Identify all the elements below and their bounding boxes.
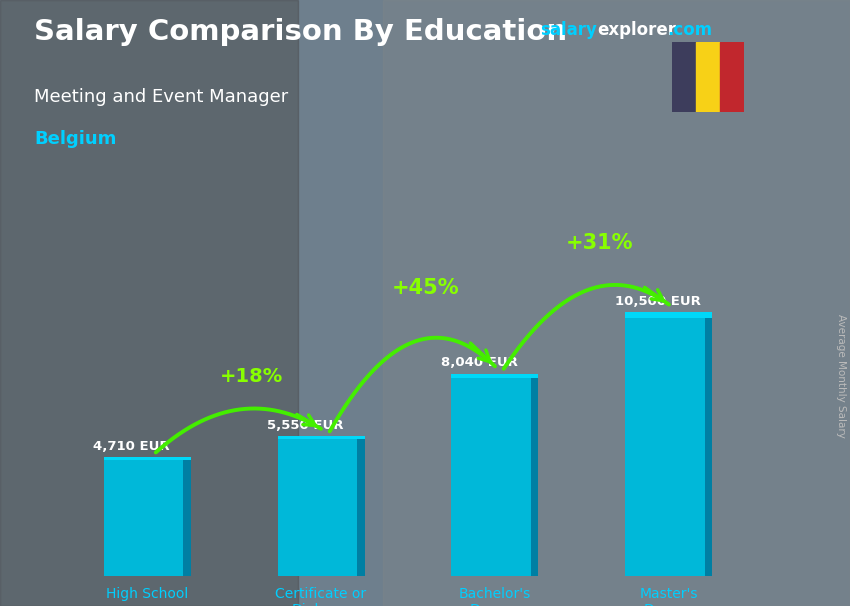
Bar: [104, 458, 190, 460]
Text: explorer: explorer: [598, 21, 677, 39]
Bar: [626, 312, 712, 318]
Bar: [451, 374, 538, 378]
Text: 8,040 EUR: 8,040 EUR: [441, 356, 518, 369]
Text: +45%: +45%: [392, 278, 459, 298]
Text: 5,550 EUR: 5,550 EUR: [267, 419, 343, 432]
Bar: [104, 458, 190, 576]
Bar: [530, 374, 538, 576]
Bar: [451, 374, 538, 576]
Bar: [672, 42, 695, 112]
Text: +31%: +31%: [566, 233, 633, 253]
Bar: [695, 42, 720, 112]
Text: Average Monthly Salary: Average Monthly Salary: [836, 314, 846, 438]
Text: Belgium: Belgium: [34, 130, 116, 148]
Bar: [357, 436, 365, 576]
Text: Meeting and Event Manager: Meeting and Event Manager: [34, 88, 288, 106]
Text: salary: salary: [540, 21, 597, 39]
Text: .com: .com: [667, 21, 712, 39]
Text: 10,500 EUR: 10,500 EUR: [615, 295, 701, 308]
Text: 4,710 EUR: 4,710 EUR: [94, 440, 170, 453]
Bar: [278, 436, 365, 439]
Text: +18%: +18%: [220, 367, 283, 386]
Bar: [705, 312, 712, 576]
Bar: [183, 458, 190, 576]
Bar: [626, 312, 712, 576]
Bar: [278, 436, 365, 576]
Text: Salary Comparison By Education: Salary Comparison By Education: [34, 18, 567, 46]
Bar: [720, 42, 744, 112]
